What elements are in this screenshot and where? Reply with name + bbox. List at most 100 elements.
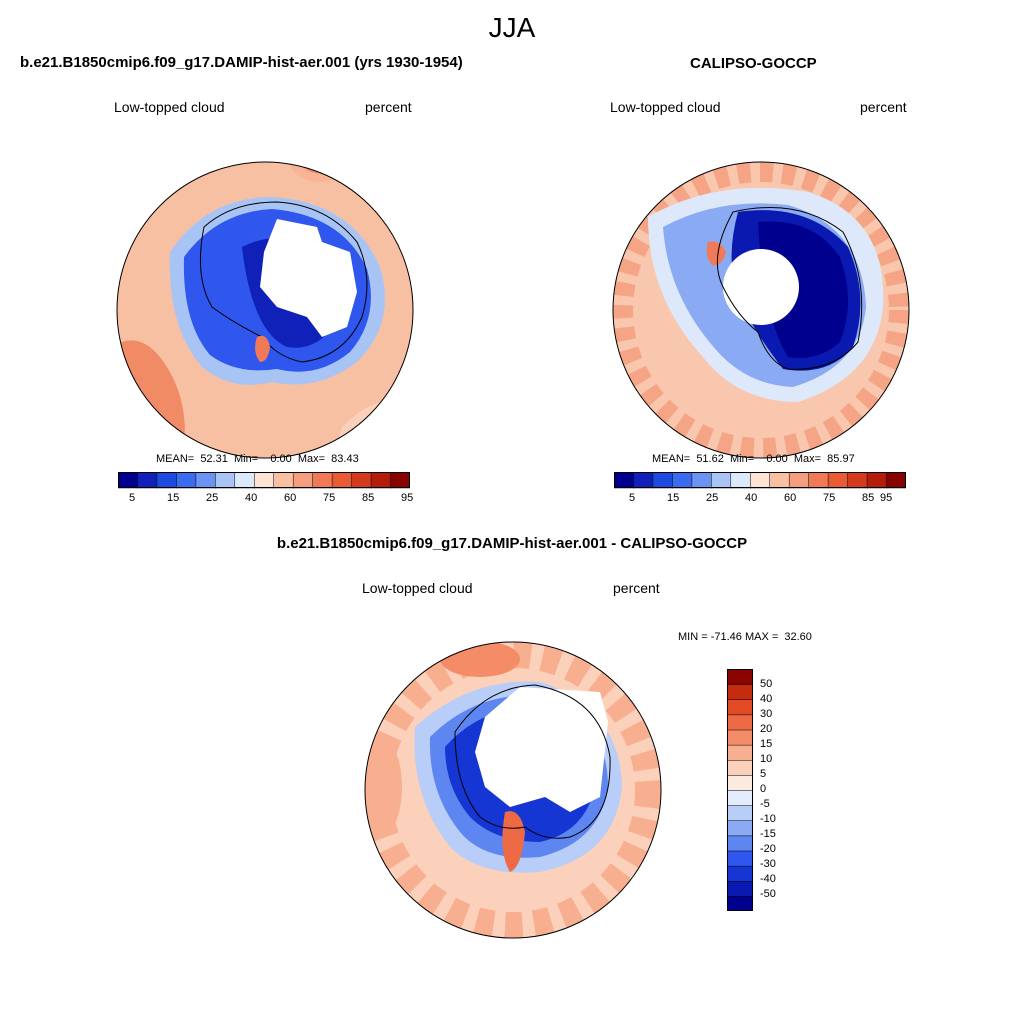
model-stats: MEAN= 52.31 Min= 0.00 Max= 83.43 bbox=[156, 453, 359, 465]
colorbar-tick-label: 30 bbox=[760, 708, 773, 720]
colorbar-swatch bbox=[727, 789, 753, 806]
diff-positive-band bbox=[365, 642, 661, 938]
colorbar-tick-label: 25 bbox=[206, 492, 219, 504]
colorbar-swatch bbox=[727, 835, 753, 852]
colorbar-tick-label: 5 bbox=[760, 768, 767, 780]
colorbar-tick-label: -20 bbox=[760, 843, 776, 855]
obs-units-label: percent bbox=[860, 99, 907, 115]
obs-map-border bbox=[612, 161, 910, 459]
colorbar-swatch bbox=[370, 472, 392, 489]
colorbar-tick-label: 20 bbox=[760, 723, 773, 735]
obs-high-cloud-patch bbox=[706, 241, 726, 266]
obs-panel-title: CALIPSO-GOCCP bbox=[690, 55, 817, 72]
colorbar-tick-label: 85 bbox=[862, 492, 875, 504]
colorbar-tick-label: -10 bbox=[760, 813, 776, 825]
colorbar-swatch bbox=[727, 774, 753, 791]
colorbar-swatch bbox=[351, 472, 372, 489]
colorbar-swatch bbox=[727, 880, 753, 897]
diff-variable-label: Low-topped cloud bbox=[362, 580, 473, 596]
colorbar-swatch bbox=[727, 669, 753, 685]
colorbar-tick-label: 40 bbox=[245, 492, 258, 504]
diff-units-label: percent bbox=[613, 580, 660, 596]
colorbar-tick-label: 5 bbox=[129, 492, 136, 504]
colorbar-swatch bbox=[118, 472, 139, 489]
colorbar-swatch bbox=[847, 472, 868, 489]
model-map-border bbox=[116, 161, 414, 459]
colorbar-swatch bbox=[691, 472, 713, 489]
colorbar-tick-label: 25 bbox=[706, 492, 719, 504]
diff-stats: MIN = -71.46 MAX = 32.60 bbox=[678, 631, 812, 643]
colorbar-swatch bbox=[390, 472, 410, 489]
colorbar-swatch bbox=[827, 472, 849, 489]
colorbar-swatch bbox=[156, 472, 178, 489]
model-variable-label: Low-topped cloud bbox=[114, 99, 225, 115]
colorbar-tick-label: -5 bbox=[760, 798, 770, 810]
obs-masked-region bbox=[723, 249, 799, 325]
colorbar-swatch bbox=[727, 759, 753, 776]
colorbar-tick-label: -50 bbox=[760, 888, 776, 900]
model-polar-map bbox=[116, 161, 414, 459]
colorbar-tick-label: 40 bbox=[760, 693, 773, 705]
obs-stats: MEAN= 51.62 Min= 0.00 Max= 85.97 bbox=[652, 453, 855, 465]
colorbar-tick-label: 60 bbox=[284, 492, 297, 504]
diff-masked-region bbox=[475, 687, 608, 812]
colorbar-swatch bbox=[750, 472, 771, 489]
colorbar-swatch bbox=[331, 472, 353, 489]
colorbar-swatch bbox=[137, 472, 158, 489]
diff-positive-patch bbox=[365, 737, 402, 837]
colorbar-tick-label: 5 bbox=[629, 492, 636, 504]
colorbar-swatch bbox=[727, 895, 753, 911]
colorbar-tick-label: -40 bbox=[760, 873, 776, 885]
model-antarctic-coastline bbox=[199, 201, 368, 363]
colorbar-swatch bbox=[727, 729, 753, 746]
colorbar-swatch bbox=[195, 472, 217, 489]
obs-colorbar-ticks: 5 15 25 40 60 75 85 95 bbox=[614, 492, 906, 508]
model-high-cloud-patch bbox=[255, 335, 270, 362]
colorbar-swatch bbox=[730, 472, 752, 489]
diff-colorbar-ticks: 50 40 30 20 15 10 5 0 -5 -10 -15 -20 -30… bbox=[760, 678, 800, 908]
colorbar-tick-label: 50 bbox=[760, 678, 773, 690]
diff-polar-map bbox=[364, 641, 662, 939]
colorbar-tick-label: -15 bbox=[760, 828, 776, 840]
obs-colorbar bbox=[614, 472, 906, 489]
colorbar-swatch bbox=[727, 699, 753, 716]
colorbar-swatch bbox=[727, 714, 753, 731]
colorbar-tick-label: 60 bbox=[784, 492, 797, 504]
obs-polar-map bbox=[612, 161, 910, 459]
colorbar-swatch bbox=[727, 683, 753, 700]
colorbar-tick-label: 95 bbox=[880, 492, 893, 504]
diff-positive-patch bbox=[440, 642, 520, 677]
colorbar-tick-label: 85 bbox=[362, 492, 375, 504]
colorbar-swatch bbox=[727, 744, 753, 761]
model-colorbar-ticks: 5 15 25 40 60 75 85 95 bbox=[118, 492, 414, 508]
diff-positive-patch bbox=[502, 811, 525, 872]
colorbar-swatch bbox=[614, 472, 635, 489]
colorbar-swatch bbox=[234, 472, 256, 489]
colorbar-swatch bbox=[727, 820, 753, 837]
colorbar-swatch bbox=[176, 472, 197, 489]
colorbar-swatch bbox=[808, 472, 829, 489]
colorbar-swatch bbox=[711, 472, 732, 489]
obs-antarctic-coastline bbox=[716, 207, 863, 370]
colorbar-tick-label: 75 bbox=[323, 492, 336, 504]
diff-antarctic-coastline bbox=[454, 684, 611, 839]
colorbar-tick-label: 15 bbox=[167, 492, 180, 504]
model-masked-region bbox=[260, 219, 357, 337]
model-panel-title: b.e21.B1850cmip6.f09_g17.DAMIP-hist-aer.… bbox=[20, 54, 463, 71]
diff-map-border bbox=[364, 641, 662, 939]
diff-panel-title: b.e21.B1850cmip6.f09_g17.DAMIP-hist-aer.… bbox=[276, 535, 748, 552]
obs-variable-label: Low-topped cloud bbox=[610, 99, 721, 115]
colorbar-tick-label: 40 bbox=[745, 492, 758, 504]
colorbar-swatch bbox=[652, 472, 674, 489]
model-colorbar bbox=[118, 472, 410, 489]
colorbar-swatch bbox=[866, 472, 888, 489]
colorbar-swatch bbox=[769, 472, 790, 489]
colorbar-tick-label: 95 bbox=[401, 492, 414, 504]
colorbar-swatch bbox=[292, 472, 314, 489]
colorbar-tick-label: 0 bbox=[760, 783, 767, 795]
colorbar-tick-label: 15 bbox=[760, 738, 773, 750]
colorbar-swatch bbox=[727, 865, 753, 882]
model-units-label: percent bbox=[365, 99, 412, 115]
colorbar-swatch bbox=[672, 472, 693, 489]
colorbar-swatch bbox=[727, 850, 753, 867]
